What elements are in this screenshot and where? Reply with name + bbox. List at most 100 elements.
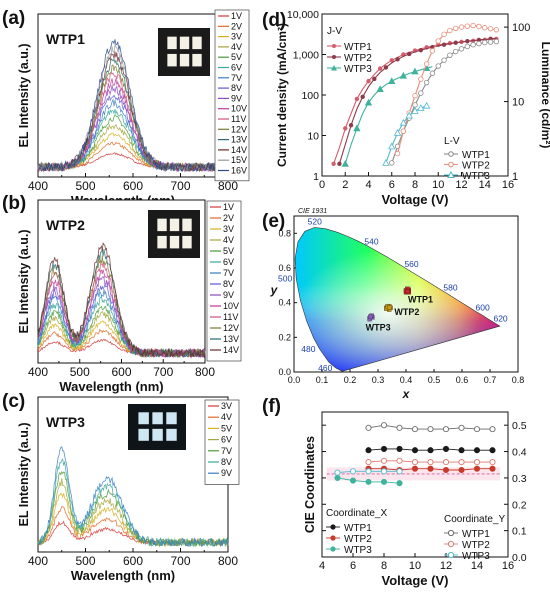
data-point: [380, 457, 388, 464]
x-tick-label: 0.0: [288, 375, 301, 385]
data-point: [396, 445, 403, 452]
data-point: [337, 161, 342, 167]
panel-b: (b) 400 500 600 700 800 Wavelength (nm) EL Inte…: [2, 193, 242, 394]
legend-marker: [448, 161, 454, 168]
legend-label: 8V: [231, 83, 242, 93]
data-point: [473, 465, 481, 472]
panel-letter: (d): [262, 10, 286, 31]
y2-tick-label: 0.0: [512, 552, 527, 564]
legend-label: WTP2: [344, 534, 372, 545]
legend-title: L-V: [444, 136, 460, 147]
cie-locus: [294, 227, 501, 372]
plot-frame: [321, 411, 509, 558]
data-point: [423, 61, 430, 67]
legend-marker: [330, 535, 336, 541]
legend-label: 7V: [221, 446, 232, 456]
legend-label: 1V: [223, 202, 234, 212]
data-point: [334, 469, 341, 476]
series-label: WTP1: [408, 295, 433, 305]
data-point: [411, 465, 419, 472]
x-tick-label: 4: [365, 179, 371, 191]
legend-label: WTP2: [344, 53, 372, 64]
legend-label: WTP1: [344, 42, 372, 53]
data-point: [473, 426, 481, 433]
x-tick-label: 14: [471, 560, 483, 572]
data-point: [396, 480, 403, 487]
x-tick-label: 700: [153, 365, 173, 379]
data-point: [452, 25, 459, 32]
x-tick-label: 6: [389, 179, 395, 191]
wavelength-label: 620: [493, 314, 507, 324]
legend-frame: [204, 399, 240, 485]
data-point: [464, 23, 471, 29]
photo-pixel: [179, 53, 190, 67]
y-tick-label: 0.6: [278, 263, 291, 273]
panel-letter: (c): [2, 391, 25, 412]
data-point: [442, 445, 450, 452]
data-point: [360, 94, 365, 100]
x-tick-label: 8: [412, 179, 418, 191]
legend-label: 3V: [223, 224, 234, 234]
data-point: [399, 118, 408, 126]
legend-label: 6V: [231, 63, 242, 73]
data-point: [482, 39, 488, 46]
y2-tick-label: 0.1: [512, 526, 527, 538]
photo-pixel: [179, 36, 190, 50]
data-point: [427, 465, 434, 472]
series-label: WTP3: [366, 322, 391, 332]
x-tick-label: 0.4: [400, 375, 413, 385]
data-point: [427, 459, 434, 466]
data-point: [458, 46, 465, 52]
x-tick-label: 700: [170, 554, 190, 568]
legend-label: 2V: [231, 21, 242, 31]
legend-label: 12V: [223, 323, 239, 333]
data-point: [470, 42, 476, 48]
data-point: [372, 76, 377, 82]
data-point: [395, 57, 400, 62]
wavelength-label: 560: [404, 259, 418, 269]
legend-label: WTP1: [344, 523, 372, 534]
y2-tick-label: 1: [512, 171, 518, 183]
legend-title: Coordinate_X: [326, 508, 387, 519]
y2-tick-label: 10: [512, 97, 524, 109]
wavelength-label: 460: [318, 363, 332, 373]
x-tick-label: 0.7: [484, 375, 497, 385]
y-axis-label: CIE Coordinates: [303, 436, 317, 533]
chart-title: CIE 1931: [298, 208, 327, 215]
data-point: [331, 161, 336, 167]
x-axis-label: Wavelength (nm): [59, 379, 163, 394]
x-tick-label: 0.8: [512, 375, 525, 385]
series-line-J-V-WTP2: [338, 37, 497, 164]
data-point: [435, 38, 441, 44]
data-point: [482, 25, 488, 31]
x-tick-label: 10: [432, 179, 444, 191]
data-point: [418, 90, 424, 96]
legend-label: 15V: [231, 155, 247, 165]
panel-letter: (b): [2, 193, 26, 214]
y-tick-label: 0.0: [278, 367, 291, 377]
y-axis-label: EL Intensity (a.u.): [17, 230, 31, 334]
data-point: [406, 51, 412, 57]
data-point: [349, 468, 357, 475]
legend-label: WTP1: [462, 150, 490, 161]
photo-pixel: [192, 53, 202, 67]
x-tick-label: 2: [342, 179, 348, 191]
data-point: [441, 31, 447, 38]
legend-label: 8V: [223, 279, 234, 289]
data-point: [489, 459, 496, 466]
data-point: [458, 447, 465, 454]
data-point: [396, 424, 403, 431]
x-axis-label: Wavelength (nm): [71, 568, 175, 583]
data-point: [412, 92, 418, 99]
legend-marker: [447, 551, 455, 559]
data-point: [393, 129, 402, 136]
data-point: [487, 26, 494, 32]
panel-name: WTP1: [46, 31, 85, 47]
photo-pixel: [167, 53, 177, 67]
data-point: [447, 27, 453, 34]
cie-gamut-white: [295, 227, 500, 372]
legend-label: 11V: [231, 114, 246, 124]
x-tick-label: 0.6: [456, 375, 469, 385]
